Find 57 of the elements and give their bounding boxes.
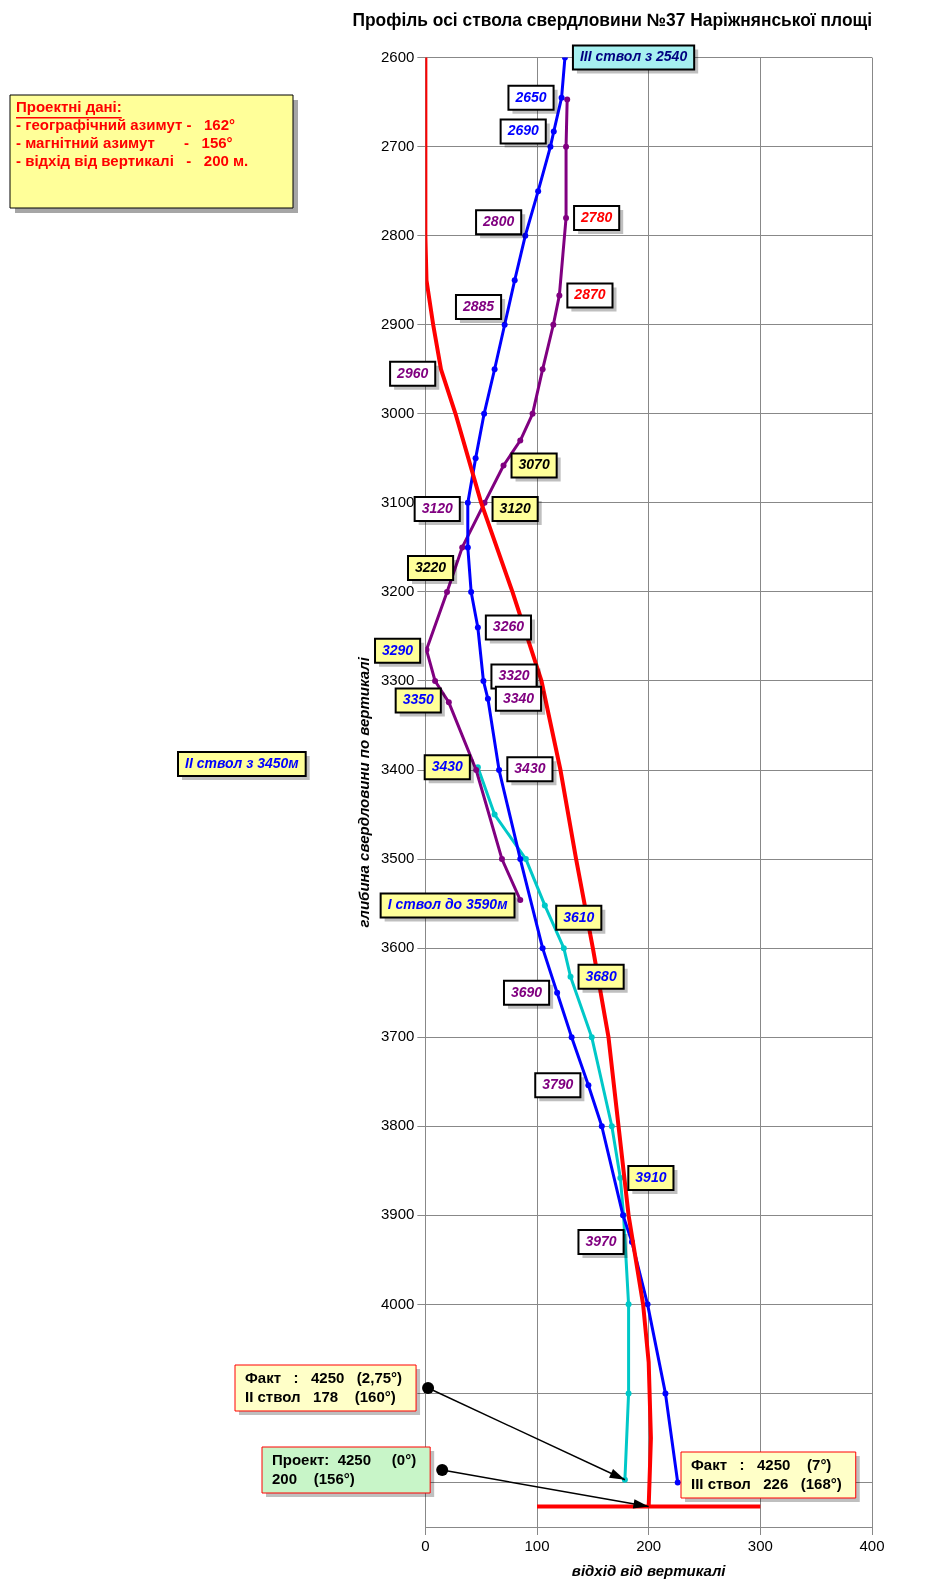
text: - магнітний азимут - 156° (16, 133, 233, 151)
y-tick-label: 3300 (380, 671, 415, 689)
annotation: 2690 (506, 122, 539, 139)
annotation: 3070 (518, 456, 550, 473)
annotation: 3970 (585, 1232, 617, 1249)
y-tick-label: 3000 (380, 403, 415, 421)
annotation: 3430 (514, 760, 546, 777)
y-tick-label: 3600 (380, 938, 415, 956)
x-tick-label: 100 (524, 1537, 550, 1555)
text: - відхід від вертикалі - 200 м. (16, 151, 249, 169)
annotation: 3260 (492, 618, 525, 635)
y-tick-label: 3100 (380, 493, 415, 511)
y-tick-label: 3400 (380, 760, 415, 778)
annotation: 3120 (421, 499, 454, 516)
annotation: 2650 (514, 88, 547, 105)
annotation: 3610 (563, 908, 595, 925)
text: Проект: 4250 (0°) 200 (156°) (272, 1450, 417, 1487)
y-tick-label: 2800 (380, 225, 415, 243)
annotation: 3680 (585, 967, 617, 984)
y-tick-label: 2900 (380, 314, 415, 332)
annotation: 3340 (502, 689, 535, 706)
text: Факт : 4250 (2,75°) II ствол 178 (160°) (245, 1368, 403, 1405)
x-tick-label: 300 (747, 1537, 773, 1555)
annotation: 2885 (461, 297, 495, 314)
annotation: Факт : 4250 (7°) III ствол 226 (168°) (691, 1455, 842, 1492)
chart-title: Профіль осі ствола свердловини №37 Наріжнянської площі (352, 9, 872, 30)
y-axis-title: глибина свердловини по вертикалі (355, 656, 373, 928)
annotation: 2960 (396, 364, 429, 381)
annotation: 3220 (415, 558, 447, 575)
y-tick-label: 3700 (380, 1027, 415, 1045)
y-tick-label: 2700 (380, 136, 415, 154)
annotation: 2870 (573, 286, 606, 303)
annotation: 3430 (431, 758, 464, 775)
x-tick-label: 200 (636, 1537, 662, 1555)
y-tick-label: 4000 (380, 1294, 415, 1312)
y-tick-label: 2600 (380, 47, 415, 65)
annotation: 3790 (542, 1076, 574, 1093)
annotation: 2780 (580, 208, 613, 225)
text: Проектні дані: (16, 97, 122, 115)
y-tick-label: 3800 (380, 1116, 415, 1134)
x-tick-label: 400 (859, 1537, 885, 1555)
x-axis-title: відхід від вертикалі (571, 1562, 727, 1580)
text: - географічний азимут - 162° (16, 115, 236, 133)
y-tick-label: 3900 (380, 1205, 415, 1223)
text: II ствол з 3450м (185, 754, 300, 771)
annotation: 3320 (498, 667, 530, 684)
y-tick-label: 3500 (380, 849, 415, 867)
x-tick-label: 0 (421, 1537, 430, 1555)
annotation: 3350 (402, 691, 435, 708)
annotation: 3910 (635, 1168, 667, 1185)
annotation: I ствол до 3590м (387, 896, 509, 913)
annotation: 2800 (482, 213, 515, 230)
annotation: III ствол з 2540 (579, 48, 688, 65)
y-tick-label: 3200 (380, 582, 415, 600)
annotation: 3690 (510, 983, 543, 1000)
annotation: 3290 (382, 641, 414, 658)
annotation: 3120 (499, 499, 531, 516)
